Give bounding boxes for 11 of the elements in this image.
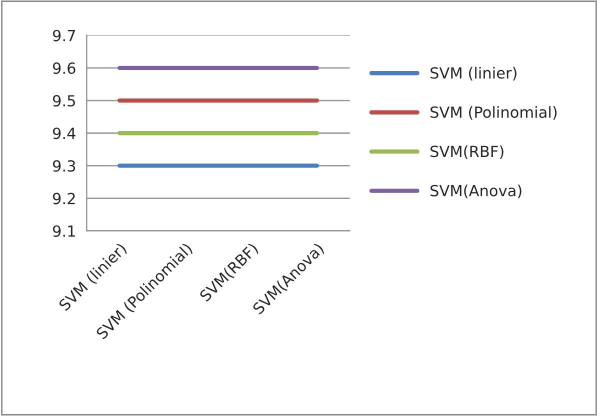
legend-label: SVM(Anova) bbox=[430, 184, 522, 198]
y-tick-label: 9.7 bbox=[52, 30, 75, 42]
y-tick-label: 9.2 bbox=[52, 192, 75, 204]
y-tick-label: 9.6 bbox=[52, 62, 76, 74]
y-tick-label: 9.5 bbox=[52, 95, 75, 107]
legend-label: SVM (linier) bbox=[430, 66, 516, 81]
legend-label: SVM(RBF) bbox=[430, 145, 504, 159]
legend-label: SVM (Polinomial) bbox=[430, 106, 557, 120]
y-tick-label: 9.4 bbox=[52, 128, 76, 140]
y-tick-label: 9.3 bbox=[52, 160, 76, 172]
y-tick-label: 9.1 bbox=[52, 225, 75, 237]
